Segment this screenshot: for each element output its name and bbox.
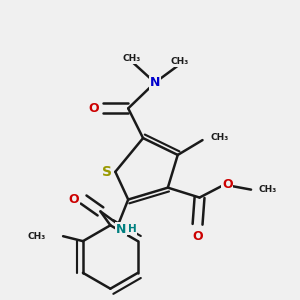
Text: S: S [102,165,112,179]
Text: CH₃: CH₃ [171,57,189,66]
Text: N: N [150,76,160,89]
Text: O: O [68,193,79,206]
Text: O: O [192,230,203,243]
Text: CH₃: CH₃ [122,54,140,63]
Text: N: N [116,223,127,236]
Text: CH₃: CH₃ [27,232,45,241]
Text: H: H [128,224,136,234]
Text: O: O [222,178,232,191]
Text: O: O [88,102,99,115]
Text: CH₃: CH₃ [259,185,277,194]
Text: CH₃: CH₃ [210,133,229,142]
